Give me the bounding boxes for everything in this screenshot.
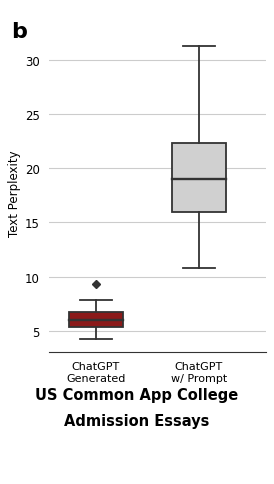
Text: b: b bbox=[11, 22, 27, 42]
Bar bbox=[172, 144, 226, 212]
Text: Admission Essays: Admission Essays bbox=[64, 413, 210, 428]
Y-axis label: Text Perplexity: Text Perplexity bbox=[8, 150, 21, 237]
Bar bbox=[69, 313, 122, 328]
Text: US Common App College: US Common App College bbox=[35, 387, 239, 402]
